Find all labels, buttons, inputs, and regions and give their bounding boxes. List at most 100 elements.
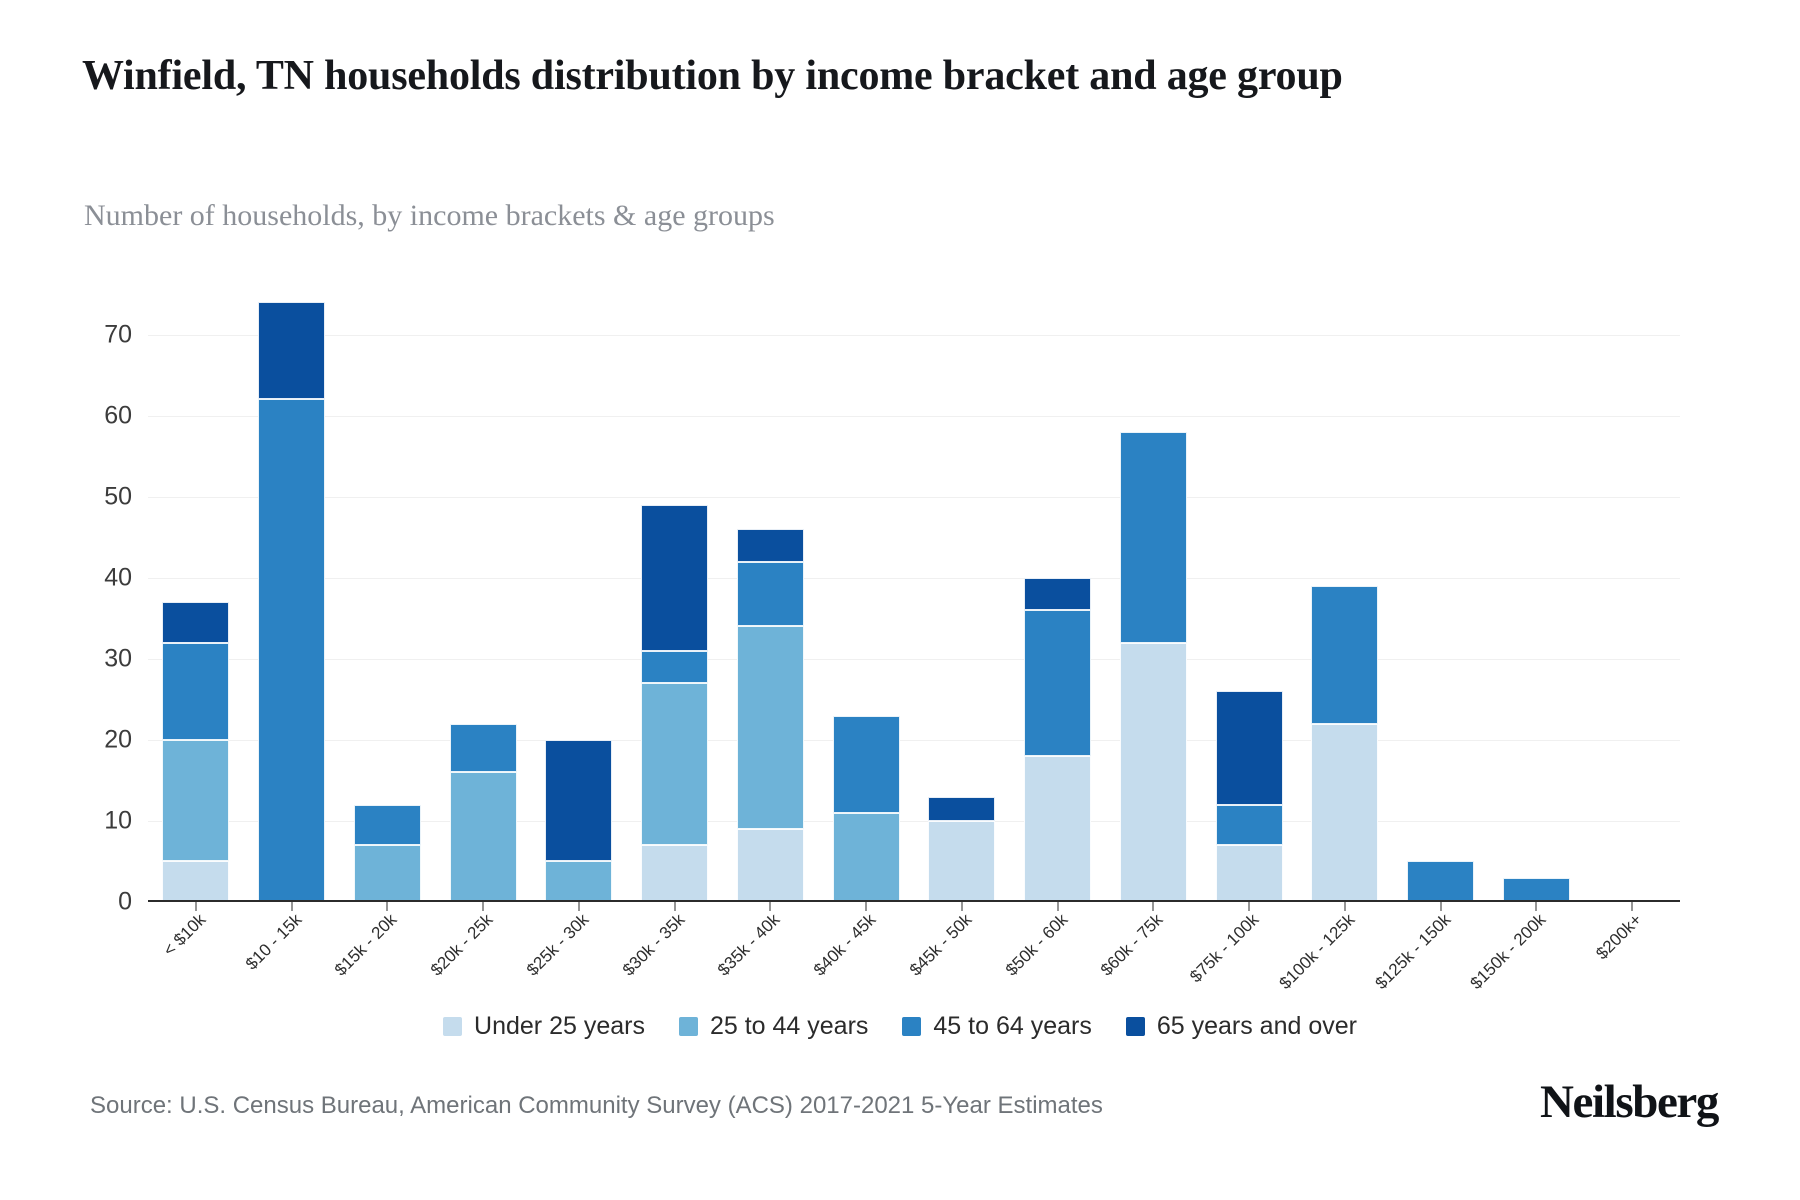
bar-segment[interactable] [449, 723, 517, 773]
x-axis-label: $45k - 50k [905, 910, 976, 980]
bar-group[interactable] [1119, 286, 1187, 902]
bar-group[interactable] [832, 286, 900, 902]
bar-segment[interactable] [736, 829, 804, 902]
bar-segment[interactable] [258, 399, 326, 902]
gridline [148, 739, 1680, 741]
legend-item[interactable]: 45 to 64 years [902, 1012, 1092, 1041]
bar-group[interactable] [449, 286, 517, 902]
x-axis-label: $125k - 150k [1371, 910, 1455, 993]
bar-group[interactable] [1502, 286, 1570, 902]
legend-item[interactable]: Under 25 years [443, 1012, 645, 1041]
x-axis-tick [1152, 902, 1154, 911]
bar-segment[interactable] [736, 529, 804, 562]
bar-segment[interactable] [1119, 642, 1187, 902]
page-title: Winfield, TN households distribution by … [82, 53, 1343, 99]
x-axis-tick [1535, 902, 1537, 911]
bar-segment[interactable] [1311, 723, 1379, 902]
bar-group[interactable] [1599, 286, 1666, 902]
bar-segment[interactable] [1024, 610, 1092, 757]
bar-segment[interactable] [353, 804, 421, 846]
bar-group[interactable] [641, 286, 709, 902]
legend-label: Under 25 years [474, 1012, 645, 1040]
bar-segment[interactable] [832, 715, 900, 813]
page-subtitle: Number of households, by income brackets… [84, 199, 775, 232]
gridline [148, 496, 1680, 498]
bar-group[interactable] [545, 286, 613, 902]
legend-swatch-icon [678, 1017, 698, 1036]
x-axis-label: $25k - 30k [522, 910, 593, 980]
legend-swatch-icon [1125, 1017, 1145, 1036]
x-axis-tick [1344, 902, 1346, 911]
bar-segment[interactable] [736, 626, 804, 830]
x-axis-tick [291, 902, 293, 911]
x-axis-tick [482, 902, 484, 911]
gridline [148, 334, 1680, 336]
bar-segment[interactable] [641, 504, 709, 651]
bar-segment[interactable] [162, 602, 230, 643]
bar-segment[interactable] [1024, 577, 1092, 611]
x-axis-tick [865, 902, 867, 911]
legend-swatch-icon [443, 1017, 463, 1036]
bar-group[interactable] [258, 286, 326, 902]
x-axis-tick [1248, 902, 1250, 911]
bar-segment[interactable] [832, 812, 900, 902]
x-axis-label: $30k - 35k [618, 910, 689, 980]
legend-swatch-icon [902, 1017, 922, 1036]
x-axis-tick [386, 902, 388, 911]
bars-layer [148, 286, 1680, 902]
x-axis-label: $10 - 15k [241, 910, 306, 974]
bar-group[interactable] [1024, 286, 1092, 902]
y-axis-tick-label: 50 [104, 482, 132, 511]
bar-group[interactable] [736, 286, 804, 902]
x-axis-tick [1440, 902, 1442, 911]
legend-item[interactable]: 25 to 44 years [678, 1012, 868, 1041]
legend-label: 45 to 64 years [933, 1012, 1092, 1040]
legend-item[interactable]: 65 years and over [1125, 1012, 1357, 1041]
bar-segment[interactable] [736, 561, 804, 627]
bar-segment[interactable] [928, 796, 996, 821]
bar-segment[interactable] [1407, 861, 1475, 902]
bar-segment[interactable] [1215, 804, 1283, 846]
y-axis-tick-label: 10 [104, 806, 132, 835]
bar-segment[interactable] [353, 845, 421, 902]
bar-segment[interactable] [641, 845, 709, 902]
x-axis-label: $150k - 200k [1466, 910, 1550, 993]
x-axis-label: $35k - 40k [714, 910, 784, 980]
bar-group[interactable] [1407, 286, 1475, 902]
bar-segment[interactable] [162, 861, 230, 902]
bar-segment[interactable] [641, 683, 709, 846]
bar-segment[interactable] [1502, 877, 1570, 902]
y-axis-tick-label: 20 [104, 725, 132, 754]
y-axis-tick-label: 60 [104, 401, 132, 430]
bar-group[interactable] [162, 286, 230, 902]
bar-segment[interactable] [162, 739, 230, 862]
bar-segment[interactable] [1024, 756, 1092, 902]
bar-segment[interactable] [641, 650, 709, 684]
bar-segment[interactable] [258, 302, 326, 400]
y-axis-tick-label: 30 [104, 644, 132, 673]
y-axis-tick-label: 70 [104, 320, 132, 349]
bar-group[interactable] [1311, 286, 1379, 902]
bar-segment[interactable] [928, 820, 996, 902]
bar-segment[interactable] [1215, 691, 1283, 805]
bar-segment[interactable] [545, 739, 613, 862]
x-axis-tick [195, 902, 197, 911]
x-axis-label: $100k - 125k [1275, 910, 1359, 993]
bar-segment[interactable] [449, 772, 517, 902]
bar-group[interactable] [1215, 286, 1283, 902]
bar-segment[interactable] [1119, 431, 1187, 643]
source-note: Source: U.S. Census Bureau, American Com… [90, 1092, 1103, 1119]
x-axis-tick [674, 902, 676, 911]
bar-segment[interactable] [545, 861, 613, 902]
x-axis-label: $15k - 20k [331, 910, 401, 980]
bar-group[interactable] [928, 286, 996, 902]
bar-segment[interactable] [162, 642, 230, 740]
bar-segment[interactable] [1215, 845, 1283, 902]
bar-segment[interactable] [1311, 585, 1379, 724]
y-axis-tick-label: 40 [104, 563, 132, 592]
x-axis-label: $60k - 75k [1097, 910, 1167, 980]
x-axis-label: < $10k [159, 910, 210, 960]
legend-label: 65 years and over [1156, 1012, 1357, 1040]
bar-group[interactable] [353, 286, 421, 902]
